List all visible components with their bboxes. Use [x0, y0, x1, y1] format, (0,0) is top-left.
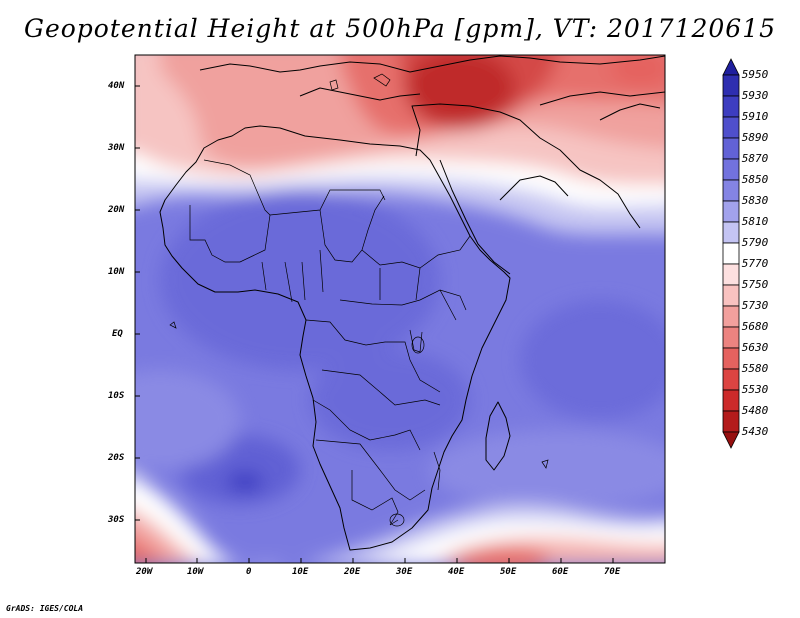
- colorbar-segment: [722, 95, 740, 118]
- lon-tick-label: 60E: [552, 567, 569, 577]
- colorbar-segment: [722, 263, 740, 286]
- colorbar-segment: [722, 137, 740, 160]
- lat-tick-label: EQ: [112, 329, 123, 339]
- lat-tick-label: 10N: [108, 267, 125, 277]
- map-frame: [134, 54, 666, 564]
- colorbar: [722, 58, 740, 449]
- lat-tick-label: 30S: [108, 515, 125, 525]
- political-borders: [189, 159, 471, 526]
- colorbar-level-label: 5950: [741, 68, 769, 81]
- colorbar-level-label: 5870: [741, 152, 769, 165]
- colorbar-level-label: 5480: [741, 404, 769, 417]
- colorbar-segment: [722, 200, 740, 223]
- colorbar-level-label: 5680: [741, 320, 769, 333]
- colorbar-segment: [722, 368, 740, 391]
- colorbar-segment: [722, 347, 740, 370]
- colorbar-bottom-arrow: [722, 431, 740, 449]
- height-field: [135, 55, 665, 563]
- colorbar-segment: [722, 284, 740, 307]
- lon-tick-label: 10E: [292, 567, 309, 577]
- lon-tick-label: 70E: [604, 567, 621, 577]
- colorbar-level-label: 5890: [741, 131, 769, 144]
- colorbar-segment: [722, 410, 740, 433]
- colorbar-level-label: 5770: [741, 257, 769, 270]
- colorbar-level-label: 5830: [741, 194, 769, 207]
- colorbar-top-arrow: [722, 58, 740, 76]
- colorbar-segment: [722, 305, 740, 328]
- colorbar-segment: [722, 116, 740, 139]
- colorbar-level-label: 5530: [741, 383, 769, 396]
- colorbar-level-label: 5910: [741, 110, 769, 123]
- colorbar-segment: [722, 389, 740, 412]
- lat-tick-label: 40N: [108, 81, 125, 91]
- grads-credit: GrADS: IGES/COLA: [6, 604, 84, 613]
- lon-tick-label: 0: [246, 567, 252, 577]
- lat-tick-label: 30N: [108, 143, 125, 153]
- map-title: Geopotential Height at 500hPa [gpm], VT:…: [23, 14, 777, 43]
- colorbar-segment: [722, 221, 740, 244]
- colorbar-level-label: 5850: [741, 173, 769, 186]
- colorbar-level-label: 5810: [741, 215, 769, 228]
- colorbar-segment: [722, 242, 740, 265]
- colorbar-level-label: 5750: [741, 278, 769, 291]
- axis-ticks: [135, 85, 614, 563]
- colorbar-level-label: 5730: [741, 299, 769, 312]
- lon-tick-label: 30E: [396, 567, 413, 577]
- colorbar-level-label: 5930: [741, 89, 769, 102]
- lon-tick-label: 50E: [500, 567, 517, 577]
- lat-tick-label: 10S: [108, 391, 125, 401]
- lon-tick-label: 40E: [448, 567, 465, 577]
- lat-tick-label: 20S: [108, 453, 125, 463]
- colorbar-segment: [722, 158, 740, 181]
- colorbar-segment: [722, 326, 740, 349]
- lon-tick-label: 20W: [136, 567, 153, 577]
- lon-tick-label: 10W: [187, 567, 204, 577]
- colorbar-level-label: 5580: [741, 362, 769, 375]
- coastline-outline: [159, 55, 665, 551]
- colorbar-level-label: 5790: [741, 236, 769, 249]
- lon-tick-label: 20E: [344, 567, 361, 577]
- colorbar-segment: [722, 74, 740, 97]
- colorbar-segment: [722, 179, 740, 202]
- lat-tick-label: 20N: [108, 205, 125, 215]
- colorbar-level-label: 5430: [741, 425, 769, 438]
- colorbar-level-label: 5630: [741, 341, 769, 354]
